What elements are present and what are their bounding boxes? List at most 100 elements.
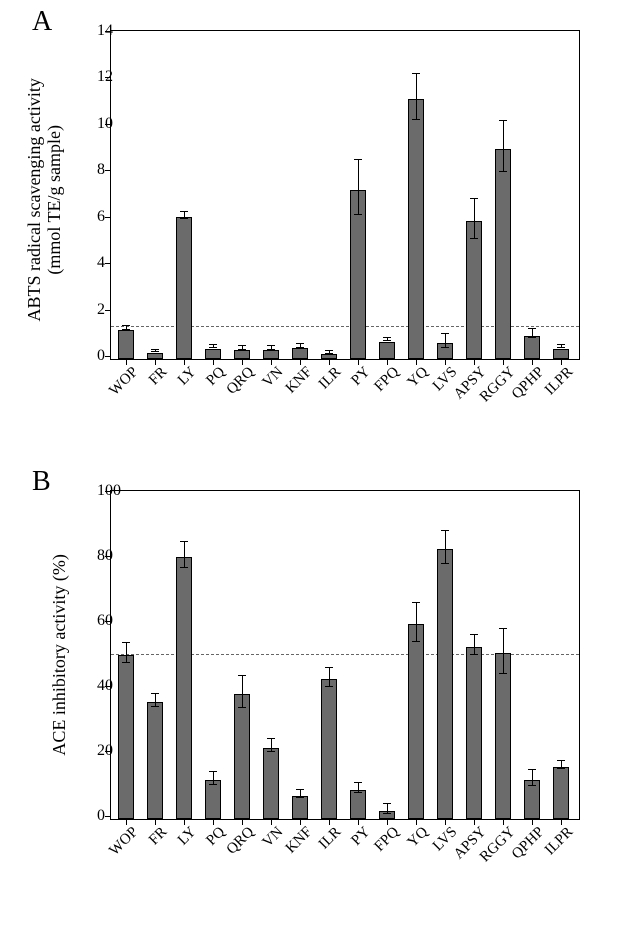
x-tick-label: FR: [146, 364, 171, 389]
error-cap: [499, 120, 507, 121]
bar: [495, 653, 511, 819]
x-tick-label: ILPR: [542, 364, 577, 399]
x-tick: [503, 359, 504, 365]
x-tick: [242, 359, 243, 365]
error-cap: [180, 218, 188, 219]
error-bar: [561, 760, 562, 768]
bar: [466, 221, 482, 359]
y-tick-label: 2: [97, 301, 99, 319]
x-tick: [445, 359, 446, 365]
bar: [292, 796, 308, 819]
error-cap: [325, 353, 333, 354]
x-tick-label: QRQ: [223, 824, 257, 858]
y-tick: [105, 356, 111, 357]
error-cap: [238, 675, 246, 676]
error-cap: [267, 349, 275, 350]
x-tick: [358, 359, 359, 365]
panel-a-ylabel: ABTS radical scavenging activity (mmol T…: [25, 35, 65, 365]
error-bar: [155, 693, 156, 706]
y-tick-label: 20: [97, 742, 99, 760]
error-cap: [354, 159, 362, 160]
y-tick-label: 6: [97, 208, 99, 226]
error-bar: [358, 782, 359, 792]
x-tick: [155, 819, 156, 825]
error-bar: [474, 634, 475, 654]
x-tick-label: ILR: [316, 824, 345, 853]
bar: [553, 349, 569, 359]
error-bar: [126, 642, 127, 662]
error-cap: [296, 347, 304, 348]
x-tick: [213, 819, 214, 825]
x-tick-label: FPQ: [372, 364, 403, 395]
error-bar: [503, 120, 504, 171]
bar: [205, 780, 221, 819]
x-tick: [242, 819, 243, 825]
error-cap: [557, 760, 565, 761]
error-cap: [499, 171, 507, 172]
error-cap: [238, 707, 246, 708]
error-cap: [354, 792, 362, 793]
y-tick-label: 80: [97, 547, 99, 565]
x-tick: [387, 359, 388, 365]
y-tick-label: 12: [97, 68, 99, 86]
error-cap: [267, 751, 275, 752]
error-bar: [300, 789, 301, 797]
error-cap: [180, 567, 188, 568]
error-bar: [532, 769, 533, 785]
error-cap: [557, 768, 565, 769]
error-bar: [271, 738, 272, 751]
bar: [147, 702, 163, 819]
x-tick: [155, 359, 156, 365]
error-cap: [325, 686, 333, 687]
error-cap: [209, 344, 217, 345]
x-tick: [184, 819, 185, 825]
x-tick: [126, 359, 127, 365]
error-bar: [416, 73, 417, 119]
panel-a-label: A: [32, 6, 52, 38]
x-tick: [532, 819, 533, 825]
error-cap: [180, 211, 188, 212]
x-tick: [503, 819, 504, 825]
bar: [524, 336, 540, 359]
x-tick-label: ILR: [316, 364, 345, 393]
error-cap: [441, 333, 449, 334]
panel-a: A ABTS radical scavenging activity (mmol…: [0, 0, 629, 470]
y-tick-label: 14: [97, 22, 99, 40]
error-cap: [528, 769, 536, 770]
bar: [263, 748, 279, 820]
error-bar: [184, 541, 185, 567]
error-cap: [528, 328, 536, 329]
error-cap: [209, 771, 217, 772]
error-cap: [267, 345, 275, 346]
bar: [408, 624, 424, 819]
y-tick-label: 0: [97, 807, 99, 825]
x-tick-label: VN: [260, 824, 287, 851]
x-tick-label: ILPR: [542, 824, 577, 859]
bar: [234, 350, 250, 359]
error-cap: [412, 602, 420, 603]
y-tick-label: 40: [97, 677, 99, 695]
x-tick: [387, 819, 388, 825]
error-cap: [499, 673, 507, 674]
error-cap: [122, 325, 130, 326]
panel-b-ylabel: ACE inhibitory activity (%): [50, 490, 70, 820]
bar: [234, 694, 250, 819]
error-cap: [180, 541, 188, 542]
error-bar: [532, 328, 533, 337]
error-cap: [354, 782, 362, 783]
x-tick: [416, 819, 417, 825]
x-tick: [532, 359, 533, 365]
panel-b-label: B: [32, 466, 51, 498]
error-cap: [209, 784, 217, 785]
x-tick: [358, 819, 359, 825]
error-cap: [383, 813, 391, 814]
error-cap: [441, 347, 449, 348]
x-tick: [271, 819, 272, 825]
x-tick: [271, 359, 272, 365]
error-cap: [238, 349, 246, 350]
x-tick-label: FPQ: [372, 824, 403, 855]
error-cap: [528, 785, 536, 786]
error-bar: [445, 530, 446, 563]
error-cap: [412, 73, 420, 74]
error-cap: [151, 351, 159, 352]
